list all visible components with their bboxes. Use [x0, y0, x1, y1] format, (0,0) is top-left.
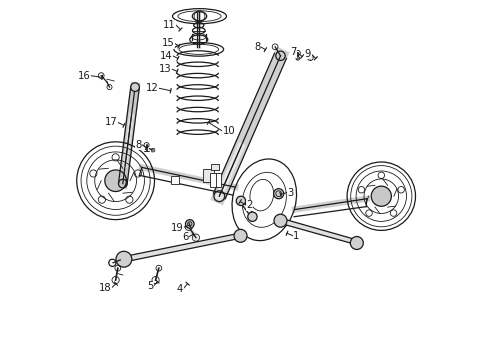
Text: 8: 8 — [135, 140, 142, 150]
Circle shape — [234, 229, 246, 242]
Circle shape — [116, 251, 132, 267]
Polygon shape — [279, 219, 358, 245]
Circle shape — [130, 83, 139, 91]
Text: 16: 16 — [78, 71, 90, 81]
Circle shape — [349, 237, 363, 249]
Text: 12: 12 — [146, 83, 159, 93]
Text: 1: 1 — [292, 231, 299, 241]
Text: 14: 14 — [160, 51, 172, 61]
Polygon shape — [170, 176, 179, 184]
Text: 3: 3 — [286, 188, 293, 198]
Polygon shape — [211, 164, 218, 170]
Text: 13: 13 — [159, 64, 171, 74]
Circle shape — [308, 56, 311, 59]
Text: 15: 15 — [161, 38, 174, 48]
Polygon shape — [203, 169, 213, 182]
Text: 18: 18 — [99, 283, 111, 293]
Text: 4: 4 — [177, 284, 183, 294]
Circle shape — [273, 189, 283, 199]
Polygon shape — [240, 200, 254, 218]
Text: 19: 19 — [170, 222, 183, 233]
Text: 5: 5 — [147, 281, 153, 291]
Polygon shape — [123, 233, 241, 262]
Circle shape — [185, 220, 194, 228]
Polygon shape — [210, 173, 221, 187]
Text: 2: 2 — [246, 200, 252, 210]
Circle shape — [236, 196, 245, 206]
Text: 9: 9 — [304, 49, 310, 59]
Text: 17: 17 — [105, 117, 118, 127]
Text: 11: 11 — [163, 20, 176, 30]
Circle shape — [273, 214, 286, 227]
Text: 8: 8 — [254, 42, 260, 52]
Text: 7: 7 — [290, 47, 296, 57]
Circle shape — [104, 170, 126, 192]
Circle shape — [370, 186, 390, 206]
Circle shape — [247, 212, 257, 221]
Text: 10: 10 — [223, 126, 235, 136]
Circle shape — [295, 57, 299, 60]
Text: 6: 6 — [182, 232, 188, 242]
